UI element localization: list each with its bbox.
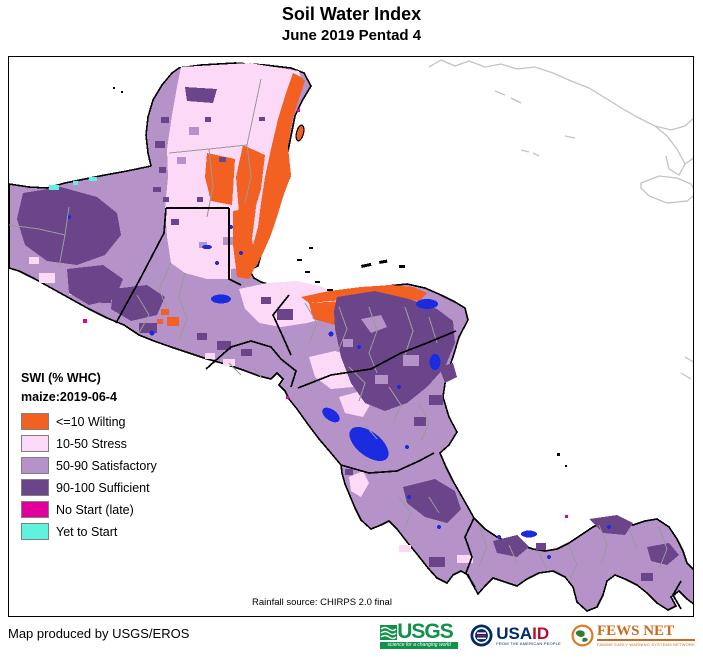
legend-heading-crop: maize:2019-06-4 (21, 390, 117, 405)
map-title: Soil Water Index (281, 4, 422, 24)
usaid-seal-icon (470, 624, 493, 647)
central-america-map (9, 59, 693, 612)
legend-item-sufficient: 90-100 Sufficient (21, 479, 157, 497)
satisfactory-swatch (21, 457, 49, 475)
usaid-wordmark: USAID (496, 623, 550, 643)
fewsnet-globe-icon (571, 624, 594, 647)
legend-heading-units: SWI (% WHC) (21, 371, 101, 385)
legend-item-label: 10-50 Stress (56, 436, 127, 451)
footer: Map produced by USGS/EROS USGS science f… (8, 620, 695, 662)
swi-patches (17, 63, 679, 581)
usaid-tagline: FROM THE AMERICAN PEOPLE (496, 640, 561, 646)
legend-item-label: 90-100 Sufficient (56, 480, 150, 495)
usgs-tagline: science for a changing world (380, 642, 459, 649)
no-start-swatch (21, 501, 49, 519)
map-frame: SWI (% WHC) maize:2019-06-4 <=10 Wilting… (8, 56, 694, 617)
usgs-logo: USGS science for a changing world (380, 620, 460, 649)
legend-item-label: 50-90 Satisfactory (56, 458, 157, 473)
fewsnet-wordmark: FEWS NET (596, 624, 695, 641)
legend-item-stress: 10-50 Stress (21, 435, 157, 453)
legend-item-no-start: No Start (late) (21, 501, 157, 519)
rainfall-source-note: Rainfall source: CHIRPS 2.0 final (252, 597, 392, 608)
legend-item-label: No Start (late) (56, 502, 134, 517)
map-subtitle: June 2019 Pentad 4 (281, 26, 422, 44)
legend-item-satisfactory: 50-90 Satisfactory (21, 457, 157, 475)
map-legend: SWI (% WHC) maize:2019-06-4 <=10 Wilting… (21, 369, 157, 541)
stress-swatch (21, 435, 49, 453)
usgs-wave-icon (380, 624, 398, 640)
map-credit: Map produced by USGS/EROS (8, 626, 190, 641)
lakes (67, 215, 611, 559)
usaid-logo: USAID FROM THE AMERICAN PEOPLE (470, 624, 561, 647)
legend-item-wilting: <=10 Wilting (21, 413, 157, 431)
fewsnet-logo: FEWS NET FAMINE EARLY WARNING SYSTEMS NE… (571, 624, 695, 647)
legend-item-label: <=10 Wilting (56, 414, 126, 429)
islands-cays (113, 87, 567, 467)
country-borders (115, 207, 682, 610)
legend-item-yet-to-start: Yet to Start (21, 523, 157, 541)
wilting-swatch (21, 413, 49, 431)
admin-boundaries (9, 78, 668, 582)
cozumel-island (295, 124, 305, 142)
agency-logos: USGS science for a changing world USAID … (380, 620, 695, 649)
yet-to-start-swatch (21, 523, 49, 541)
title-block: Soil Water Index June 2019 Pentad 4 (0, 3, 703, 45)
usgs-wordmark: USGS (397, 620, 454, 643)
fewsnet-tagline: FAMINE EARLY WARNING SYSTEMS NETWORK (596, 642, 695, 647)
legend-item-label: Yet to Start (56, 524, 118, 539)
sufficient-swatch (21, 479, 49, 497)
